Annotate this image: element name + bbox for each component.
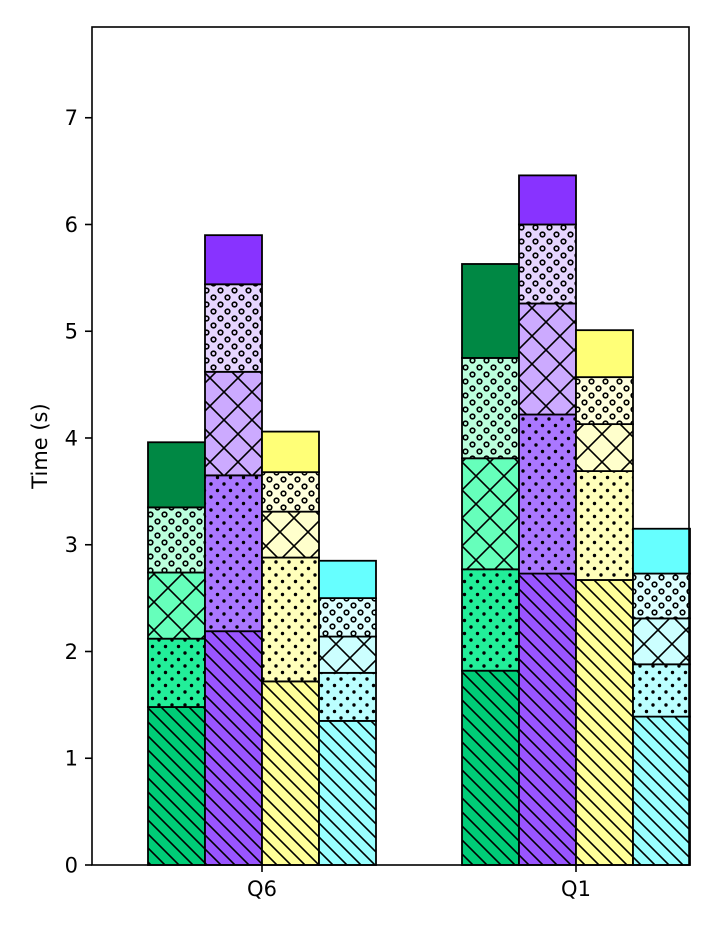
y-tick-label-3: 3 <box>65 533 78 557</box>
bar-q1-purple-seg5 <box>519 175 576 225</box>
bar-q6-purple-seg5-outline <box>204 234 263 286</box>
bar-q6-purple-seg5 <box>205 235 262 285</box>
y-tick-label-4: 4 <box>65 426 78 450</box>
bar-q1-green-seg1-hatch <box>462 670 519 865</box>
bar-q6-cyan-seg2-hatch <box>319 672 376 721</box>
bar-q1-green-seg3-hatch <box>462 458 519 570</box>
bar-q6-cyan-seg4-hatch <box>319 598 376 637</box>
bar-q1-yellow-seg4-hatch <box>576 377 633 425</box>
bar-q6-cyan-seg3-hatch <box>319 636 376 673</box>
bar-q1-cyan-seg2-hatch <box>633 664 690 717</box>
y-axis: 0 1 2 3 4 5 6 7 <box>65 106 92 878</box>
bar-q1-purple-seg1-hatch <box>519 573 576 865</box>
bar-q6-yellow-seg3-hatch <box>262 511 319 558</box>
bar-q6-yellow-seg2-hatch <box>262 557 319 682</box>
y-tick-label-5: 5 <box>65 320 78 344</box>
bar-q1-yellow-seg5 <box>576 330 633 378</box>
bar-q1-purple-seg5-outline <box>518 174 577 226</box>
bar-q1-yellow-seg2-hatch <box>576 471 633 580</box>
bar-q1-yellow-seg1-hatch <box>576 579 633 865</box>
bar-q6-cyan-seg5-outline <box>318 559 377 600</box>
bar-q6-yellow-seg5 <box>262 431 319 473</box>
y-tick-label-7: 7 <box>65 106 78 130</box>
bar-q6-purple-seg1-hatch <box>205 631 262 865</box>
bar-q1-cyan-seg4-hatch <box>633 573 690 619</box>
bar-q1-yellow-seg5-outline <box>575 329 634 379</box>
bar-q1-cyan-seg5-outline <box>632 527 691 575</box>
bar-q6-green-seg5 <box>148 442 205 508</box>
y-tick-label-1: 1 <box>65 747 78 771</box>
x-axis: Q6 Q1 <box>247 865 591 901</box>
bar-q1-cyan-seg3-hatch <box>633 618 690 665</box>
y-tick-label-6: 6 <box>65 213 78 237</box>
bar-q1-green-seg5 <box>462 263 519 358</box>
y-axis-title: Time (s) <box>28 403 52 489</box>
y-tick-label-2: 2 <box>65 640 78 664</box>
bars-group <box>147 174 691 866</box>
y-tick-label-0: 0 <box>65 854 78 878</box>
x-tick-label-q6: Q6 <box>247 877 277 901</box>
bar-q6-cyan-seg5 <box>319 560 376 599</box>
bar-q1-green-seg4-hatch <box>462 357 519 459</box>
bar-q1-yellow-seg3-hatch <box>576 424 633 472</box>
bar-q6-green-seg2-hatch <box>148 638 205 708</box>
bar-q6-purple-seg4-hatch <box>205 284 262 372</box>
x-tick-label-q1: Q1 <box>561 877 591 901</box>
bar-q1-purple-seg2-hatch <box>519 414 576 574</box>
bar-q6-yellow-seg1-hatch <box>262 681 319 865</box>
bar-q6-purple-seg2-hatch <box>205 475 262 632</box>
bar-q6-green-seg1-hatch <box>148 707 205 865</box>
bar-q1-purple-seg4-hatch <box>519 224 576 304</box>
bar-q6-green-seg4-hatch <box>148 507 205 573</box>
bar-q1-purple-seg3-hatch <box>519 303 576 415</box>
bar-q6-green-seg3-hatch <box>148 572 205 639</box>
bar-q6-cyan-seg1-hatch <box>319 720 376 865</box>
bar-q6-yellow-seg4-hatch <box>262 472 319 512</box>
bar-q1-green-seg2-hatch <box>462 569 519 671</box>
bar-q6-purple-seg3-hatch <box>205 371 262 476</box>
bar-q6-yellow-seg5-outline <box>261 430 320 474</box>
plot-frame <box>91 26 690 866</box>
bar-q1-cyan-seg5 <box>633 528 690 574</box>
bar-q1-cyan-seg1-hatch <box>633 716 690 865</box>
